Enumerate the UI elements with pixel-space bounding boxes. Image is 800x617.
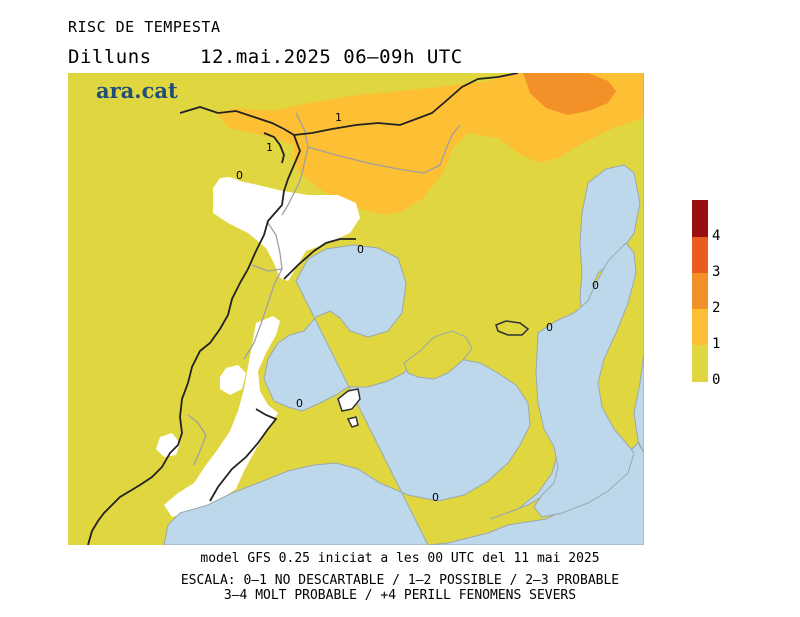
- contour-label: 0: [296, 397, 303, 410]
- no-risk-area-inland: [213, 177, 360, 281]
- scale-segment-4-plus: [692, 200, 708, 237]
- island-formentera: [346, 416, 359, 428]
- scale-description-line-1: ESCALA: 0–1 NO DESCARTABLE / 1–2 POSSIBL…: [180, 573, 620, 588]
- scale-description-line-2: 3–4 MOLT PROBABLE / +4 PERILL FENOMENS S…: [223, 588, 577, 603]
- scale-segment-1-2: [692, 309, 708, 345]
- scale-label-1: 1: [712, 336, 721, 352]
- scale-label-3: 3: [712, 264, 721, 280]
- sea-area-southeast: [533, 242, 637, 518]
- region-border-1: [243, 222, 283, 360]
- contour-label: 0: [357, 243, 364, 256]
- coastline-east: [283, 238, 356, 280]
- contour-label: 1: [266, 141, 273, 154]
- contour-label: 0: [432, 491, 439, 504]
- region-border-4: [251, 264, 283, 272]
- forecast-date-time: 12.mai.2025 06–09h UTC: [200, 46, 463, 68]
- sea-area-main: [163, 244, 644, 545]
- sea-area-east: [633, 73, 644, 454]
- map-svg: 1 1 0 0 0 0 0 0: [68, 73, 644, 545]
- region-border-2: [281, 112, 309, 216]
- contour-label: 0: [546, 321, 553, 334]
- region-border-3: [307, 124, 461, 174]
- forecast-subtitle: Dilluns 12.mai.2025 06–09h UTC: [68, 46, 462, 68]
- ara-cat-logo[interactable]: ara.cat: [96, 78, 178, 103]
- no-risk-area-small-1: [220, 365, 246, 395]
- border-france: [293, 73, 519, 136]
- risk-color-scale: [692, 200, 708, 382]
- model-info: model GFS 0.25 iniciat a les 00 UTC del …: [200, 551, 600, 566]
- scale-segment-2-3: [692, 273, 708, 309]
- risk-zone-1-2: [218, 73, 644, 215]
- no-risk-area-coast: [164, 316, 280, 517]
- scale-label-4: 4: [712, 228, 721, 244]
- scale-label-0: 0: [712, 372, 721, 388]
- coastline: [87, 106, 301, 545]
- scale-segment-0-1: [692, 345, 708, 382]
- coastline-south: [209, 408, 278, 502]
- scale-segment-3-4: [692, 237, 708, 273]
- island-eivissa: [337, 388, 361, 412]
- chart-title: RISC DE TEMPESTA: [68, 18, 221, 36]
- island-mallorca: [403, 330, 473, 380]
- storm-risk-map: 1 1 0 0 0 0 0 0: [68, 73, 644, 545]
- island-menorca: [495, 320, 530, 336]
- no-risk-area-small-2: [156, 433, 180, 457]
- contour-label: 1: [335, 111, 342, 124]
- risk-zone-2-3: [523, 73, 616, 115]
- contour-label: 0: [236, 169, 243, 182]
- region-border-5: [187, 414, 207, 466]
- border-andorra: [263, 132, 285, 164]
- forecast-day: Dilluns: [68, 46, 152, 68]
- scale-label-2: 2: [712, 300, 721, 316]
- contour-label: 0: [592, 279, 599, 292]
